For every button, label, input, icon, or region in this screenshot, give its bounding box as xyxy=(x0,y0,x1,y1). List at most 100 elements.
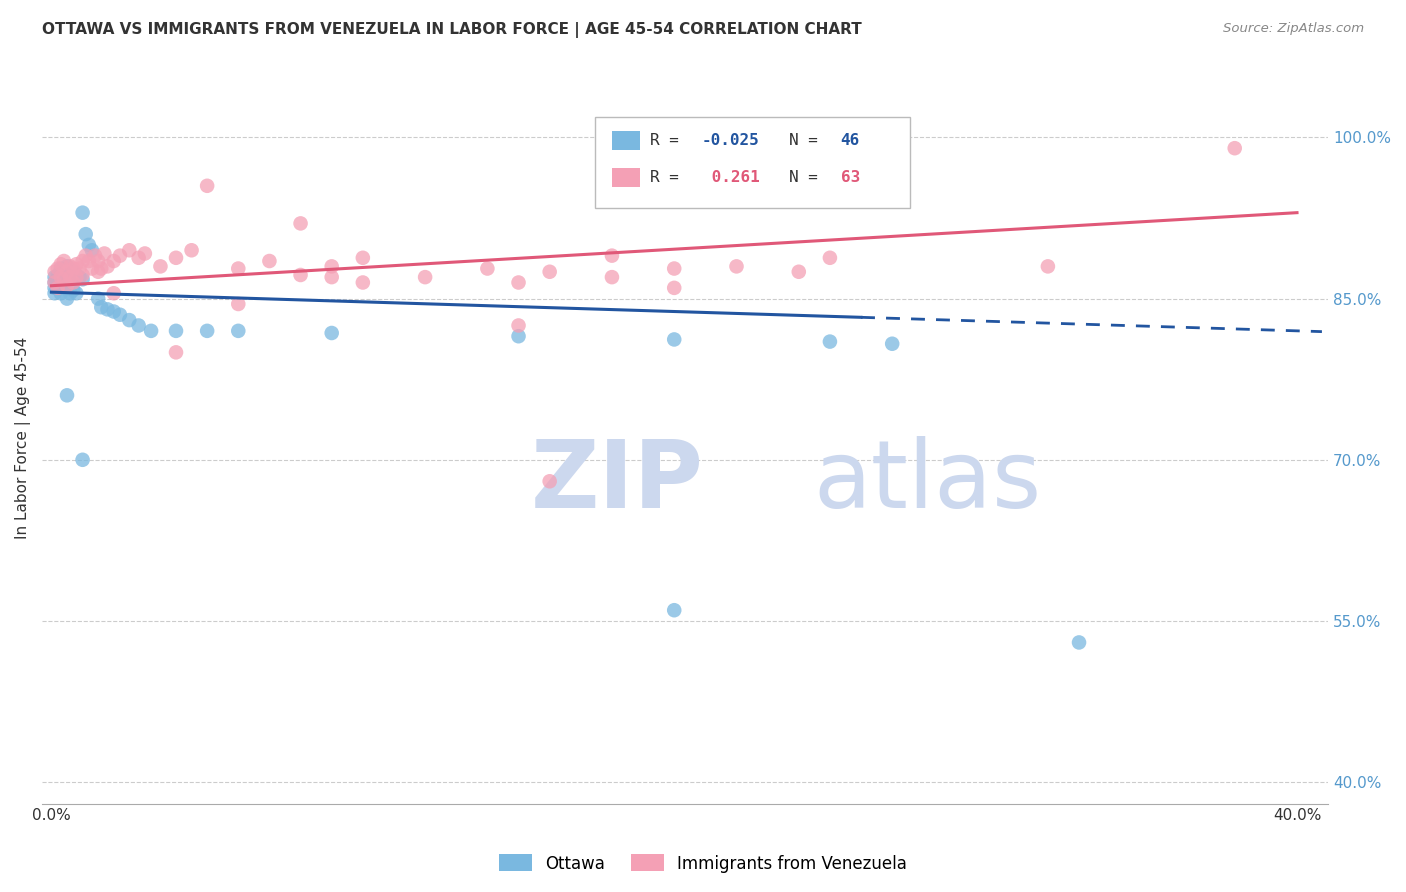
Point xyxy=(46,281,69,295)
Point xyxy=(90,261,112,276)
Point xyxy=(96,260,118,274)
Point xyxy=(1036,260,1059,274)
Point xyxy=(352,251,374,265)
Point xyxy=(108,308,131,322)
Point xyxy=(44,276,66,290)
Point xyxy=(65,268,87,282)
Point xyxy=(59,286,82,301)
Point xyxy=(84,249,107,263)
Point xyxy=(44,270,66,285)
Point xyxy=(62,261,84,276)
Point xyxy=(56,388,79,402)
Y-axis label: In Labor Force | Age 45-54: In Labor Force | Age 45-54 xyxy=(15,337,31,540)
Point xyxy=(787,265,810,279)
Point xyxy=(321,260,343,274)
Point xyxy=(65,270,87,285)
Point xyxy=(600,270,623,285)
Text: 46: 46 xyxy=(841,134,860,148)
Point xyxy=(44,281,66,295)
Point xyxy=(56,292,79,306)
Point xyxy=(413,270,436,285)
Point xyxy=(44,276,66,290)
Point xyxy=(118,313,141,327)
Point xyxy=(75,249,97,263)
Point xyxy=(87,265,110,279)
Point xyxy=(259,254,281,268)
Point xyxy=(128,318,150,333)
Point xyxy=(56,278,79,293)
Point xyxy=(165,324,187,338)
Point xyxy=(103,286,125,301)
Point xyxy=(226,261,249,276)
Point xyxy=(56,276,79,290)
Point xyxy=(65,286,87,301)
Point xyxy=(139,324,162,338)
Point xyxy=(290,268,312,282)
Point xyxy=(49,286,72,301)
Point xyxy=(1223,141,1246,155)
Point xyxy=(69,261,91,276)
Point xyxy=(664,281,686,295)
Point xyxy=(882,336,904,351)
Text: OTTAWA VS IMMIGRANTS FROM VENEZUELA IN LABOR FORCE | AGE 45-54 CORRELATION CHART: OTTAWA VS IMMIGRANTS FROM VENEZUELA IN L… xyxy=(42,22,862,38)
Point xyxy=(49,257,72,271)
Point xyxy=(77,238,100,252)
Point xyxy=(59,270,82,285)
Point xyxy=(80,244,103,258)
Point xyxy=(72,268,94,282)
Point xyxy=(226,324,249,338)
Point xyxy=(72,254,94,268)
Point xyxy=(118,244,141,258)
Point xyxy=(180,244,202,258)
Text: R =: R = xyxy=(651,170,699,185)
Text: 0.261: 0.261 xyxy=(702,170,759,185)
Text: N =: N = xyxy=(789,134,828,148)
Point xyxy=(538,475,561,489)
Point xyxy=(664,603,686,617)
Point xyxy=(56,265,79,279)
Point xyxy=(96,302,118,317)
Point xyxy=(818,334,841,349)
Point xyxy=(818,251,841,265)
Point xyxy=(52,265,75,279)
Point xyxy=(44,265,66,279)
Point xyxy=(321,326,343,340)
Point xyxy=(352,276,374,290)
Text: Source: ZipAtlas.com: Source: ZipAtlas.com xyxy=(1223,22,1364,36)
Text: atlas: atlas xyxy=(814,436,1042,528)
Point xyxy=(72,272,94,286)
Point xyxy=(508,276,530,290)
Point xyxy=(290,216,312,230)
Point xyxy=(103,254,125,268)
Point xyxy=(508,318,530,333)
Legend: Ottawa, Immigrants from Venezuela: Ottawa, Immigrants from Venezuela xyxy=(492,847,914,880)
Point xyxy=(72,452,94,467)
Point xyxy=(103,304,125,318)
Text: N =: N = xyxy=(789,170,828,185)
Point xyxy=(538,265,561,279)
Point xyxy=(52,278,75,293)
Point xyxy=(46,272,69,286)
Point xyxy=(52,272,75,286)
Point xyxy=(195,178,218,193)
Point xyxy=(165,345,187,359)
Point xyxy=(725,260,748,274)
Point xyxy=(80,261,103,276)
Point xyxy=(72,205,94,219)
Point xyxy=(69,270,91,285)
Point xyxy=(44,286,66,301)
Bar xyxy=(612,131,640,151)
Point xyxy=(1067,635,1090,649)
Point xyxy=(195,324,218,338)
Point xyxy=(508,329,530,343)
Point xyxy=(87,292,110,306)
Bar xyxy=(612,168,640,187)
Point xyxy=(62,283,84,297)
Point xyxy=(62,265,84,279)
FancyBboxPatch shape xyxy=(595,117,910,208)
Point xyxy=(56,260,79,274)
Point xyxy=(664,261,686,276)
Point xyxy=(46,261,69,276)
Point xyxy=(52,254,75,268)
Text: 63: 63 xyxy=(841,170,860,185)
